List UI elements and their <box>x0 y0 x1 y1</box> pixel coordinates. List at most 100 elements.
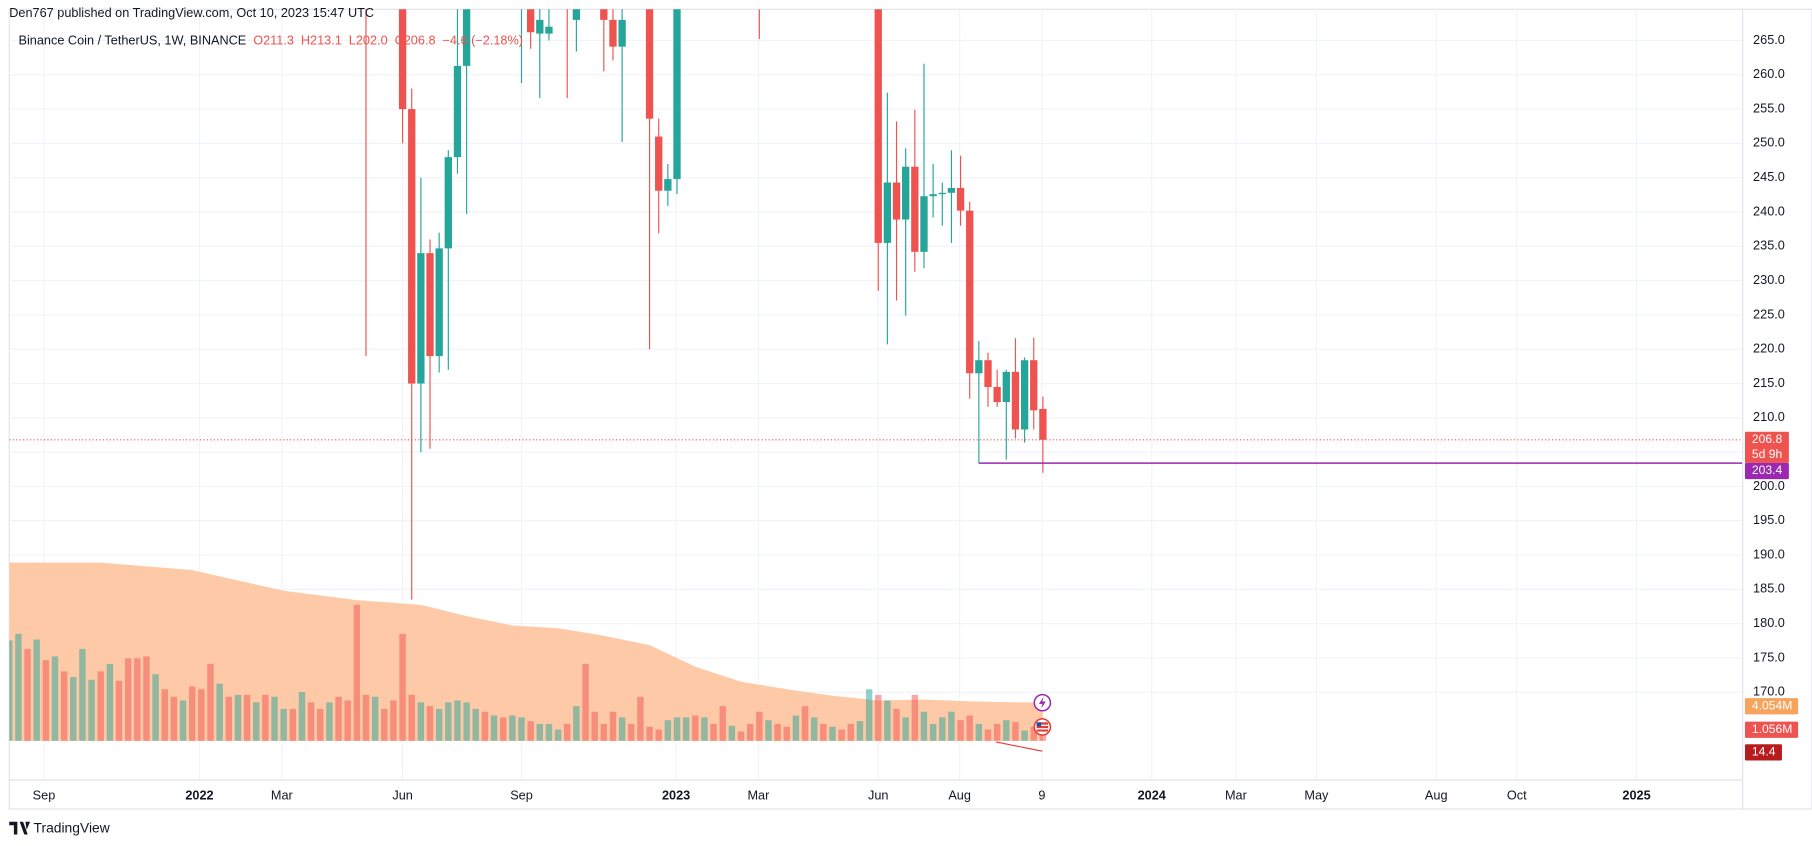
y-tick-label: 245.0 <box>1753 169 1785 184</box>
volume-bar <box>216 683 223 741</box>
volume-bar <box>15 633 22 741</box>
candle-body <box>645 9 654 119</box>
candle-body <box>572 9 581 20</box>
volume-bar <box>454 700 461 741</box>
x-tick-label: 2024 <box>1138 788 1166 803</box>
volume-bar <box>463 702 470 741</box>
indicator-line <box>996 741 1043 752</box>
candle-body <box>920 196 928 252</box>
volume-bar <box>957 720 964 741</box>
volume-bar <box>381 708 388 741</box>
volume-bar <box>262 694 269 741</box>
candle-body <box>462 9 471 66</box>
x-tick-label: 9 <box>1038 788 1045 803</box>
volume-bar <box>655 729 662 741</box>
candle-body <box>564 0 571 6</box>
candle-body <box>526 9 535 33</box>
candle-body <box>1020 360 1029 430</box>
indicator-badge <box>1744 744 1782 761</box>
volume-bar <box>993 723 1001 741</box>
flag-canton <box>1036 722 1042 727</box>
volume-bar <box>97 671 104 741</box>
x-tick-label: 2023 <box>662 788 690 803</box>
volume-bar <box>554 729 562 741</box>
brand: TradingView <box>34 819 111 835</box>
volume-bar <box>820 723 827 741</box>
y-tick-label: 230.0 <box>1753 272 1785 287</box>
candle-body <box>609 19 617 47</box>
x-tick-label: Mar <box>747 788 770 803</box>
y-tick-label: 185.0 <box>1753 581 1785 596</box>
volume-bar <box>390 700 397 741</box>
volume-bar <box>188 686 196 741</box>
volume-bar <box>408 694 415 741</box>
candle-body <box>911 166 919 252</box>
volume-bar <box>564 723 571 741</box>
candle-body <box>600 9 608 20</box>
volume-bar <box>51 656 59 741</box>
candle-body <box>618 19 626 47</box>
volume-bar <box>161 689 168 741</box>
volume-bar <box>591 711 598 741</box>
volume-bar <box>225 696 232 741</box>
volume-bar <box>198 689 205 741</box>
symbol: Binance Coin / TetherUS, 1W, BINANCE <box>18 33 246 48</box>
volume-bar <box>307 702 315 741</box>
y-tick-label: 225.0 <box>1753 306 1785 321</box>
volume-bar <box>673 717 681 741</box>
volume-bar <box>24 648 31 741</box>
volume-bar <box>875 694 882 741</box>
volume-bar <box>618 717 626 741</box>
candle-body <box>545 26 553 34</box>
candle-body <box>673 9 681 180</box>
volume-last-badge <box>1744 721 1799 738</box>
volume-bar <box>207 663 214 741</box>
volume-bar <box>628 723 635 741</box>
y-tick-label: 240.0 <box>1753 203 1785 218</box>
x-tick-label: Jun <box>392 788 412 803</box>
candle-body <box>975 360 983 374</box>
candle-body <box>956 187 965 211</box>
volume-bar <box>509 715 516 741</box>
candle-body <box>408 109 416 384</box>
volume-bar <box>728 725 736 741</box>
candle-body <box>883 182 892 243</box>
candle-body <box>426 253 434 357</box>
volume-bar <box>692 715 699 741</box>
volume-bar <box>499 717 507 741</box>
volume-bar <box>134 658 141 741</box>
candle-body <box>1030 360 1038 411</box>
candle-body <box>993 386 1001 403</box>
volume-bar <box>472 708 479 741</box>
volume-bar <box>902 717 909 741</box>
volume-bar <box>929 723 937 741</box>
y-tick-label: 255.0 <box>1753 100 1785 115</box>
candle-body <box>536 19 544 34</box>
volume-bar <box>280 708 287 741</box>
volume-bar <box>60 671 68 741</box>
candle-body <box>398 9 407 110</box>
ohlc-low: L202.0 <box>349 33 388 48</box>
candle-body <box>417 253 425 384</box>
volume-bar <box>527 721 534 741</box>
volume-bar <box>682 717 690 741</box>
volume-bar <box>371 696 379 741</box>
y-tick-label: 260.0 <box>1753 66 1785 81</box>
volume-ma-label: 4.054M <box>1752 698 1792 712</box>
volume-bar <box>9 640 13 741</box>
x-tick-label: Jun <box>868 788 888 803</box>
volume-bar <box>481 711 489 741</box>
volume-bar <box>490 715 498 741</box>
x-tick-label: Aug <box>1425 788 1448 803</box>
volume-last-label: 1.056M <box>1752 722 1792 736</box>
volume-bar <box>124 658 132 741</box>
volume-bar <box>106 663 114 741</box>
candle-body <box>938 192 946 195</box>
logo <box>9 821 31 835</box>
y-tick-label: 190.0 <box>1753 546 1785 561</box>
x-tick-label: Sep <box>510 788 533 803</box>
volume-bar <box>152 674 159 741</box>
volume-bar <box>317 708 324 741</box>
volume-bar <box>179 700 187 741</box>
